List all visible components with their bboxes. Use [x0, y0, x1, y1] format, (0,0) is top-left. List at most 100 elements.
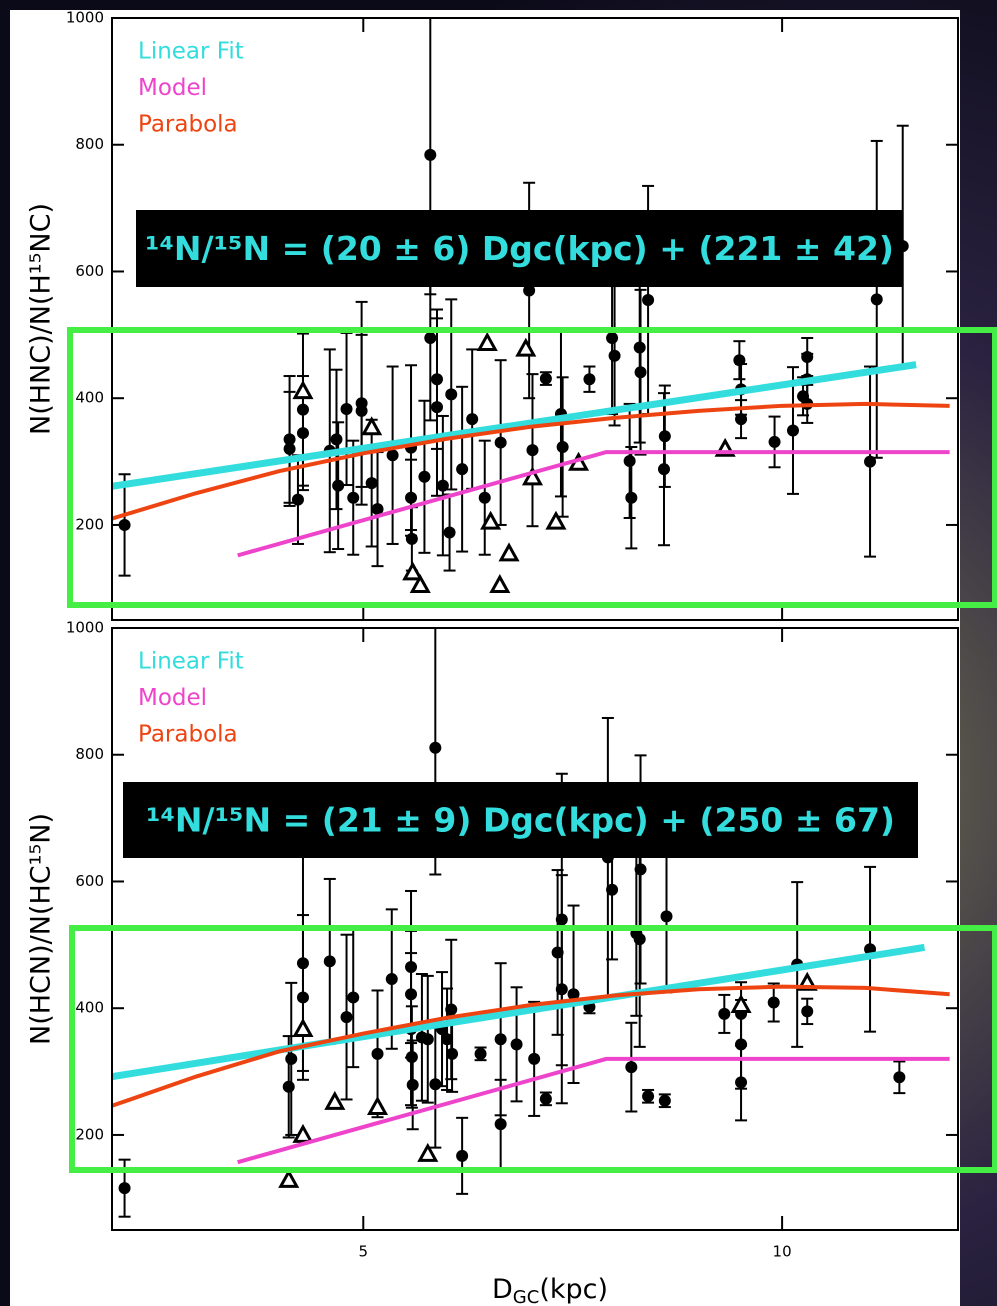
- point: [567, 988, 580, 1001]
- point: [296, 427, 309, 440]
- point: [443, 526, 456, 539]
- highlight-box: [69, 925, 997, 1173]
- point: [735, 413, 748, 426]
- point: [456, 1149, 469, 1162]
- point: [445, 1003, 458, 1016]
- equation-box: [123, 782, 918, 858]
- data-point: [625, 1021, 638, 1113]
- point: [340, 402, 353, 415]
- point: [118, 1182, 131, 1195]
- fit-line: [112, 943, 926, 1081]
- data-point: [893, 1060, 906, 1095]
- point: [441, 1033, 454, 1046]
- data-point: [285, 981, 298, 1136]
- x-axis-label-part: (kpc): [539, 1274, 608, 1305]
- point: [608, 349, 621, 362]
- limit-marker: [480, 510, 502, 530]
- data-point: [583, 365, 596, 393]
- point: [539, 372, 552, 385]
- point: [332, 479, 345, 492]
- limit-marker: [515, 337, 537, 357]
- point: [893, 1071, 906, 1084]
- point: [735, 1076, 748, 1089]
- fit-line: [112, 401, 950, 521]
- data-point: [567, 904, 580, 1084]
- point: [539, 1092, 552, 1105]
- fit-line: [112, 361, 917, 490]
- limit-marker: [292, 1018, 314, 1038]
- limit-marker: [292, 380, 314, 400]
- limit-marker: [417, 1142, 439, 1162]
- point: [283, 442, 296, 455]
- data-point: [456, 385, 469, 553]
- data-point: [767, 982, 780, 1023]
- point: [623, 454, 636, 467]
- data-point: [118, 473, 131, 577]
- point: [355, 404, 368, 417]
- point: [523, 284, 536, 297]
- point: [625, 491, 638, 504]
- fit-line: [112, 984, 950, 1108]
- point: [583, 373, 596, 386]
- point: [406, 1078, 419, 1091]
- point: [551, 946, 564, 959]
- point: [555, 983, 568, 996]
- point: [718, 1007, 731, 1020]
- data-point: [539, 371, 552, 386]
- point: [418, 470, 431, 483]
- data-point: [718, 993, 731, 1034]
- point: [474, 1047, 487, 1060]
- point: [494, 1118, 507, 1131]
- point: [330, 433, 343, 446]
- point: [660, 910, 673, 923]
- legend-entry: Parabola: [138, 722, 238, 748]
- data-point: [296, 914, 309, 1081]
- data-point: [625, 446, 638, 550]
- limit-marker: [545, 510, 567, 530]
- data-point: [283, 390, 296, 507]
- y-tick-label: 200: [75, 1125, 104, 1143]
- point: [606, 332, 619, 345]
- point: [296, 991, 309, 1004]
- x-axis-label-part: GC: [513, 1287, 540, 1306]
- y-tick-label: 800: [75, 745, 104, 763]
- point: [291, 493, 304, 506]
- equation-box: [136, 210, 903, 287]
- data-point: [658, 1093, 671, 1109]
- x-tick-label: 5: [359, 1243, 369, 1261]
- point: [870, 293, 883, 306]
- point: [642, 293, 655, 306]
- point: [625, 1061, 638, 1074]
- x-axis-label: DGC(kpc): [492, 1274, 608, 1306]
- point: [347, 991, 360, 1004]
- y-tick-label: 200: [75, 515, 104, 533]
- data-point: [421, 974, 434, 1104]
- point: [510, 1038, 523, 1051]
- data-point: [478, 439, 491, 556]
- point: [365, 477, 378, 490]
- y-axis-label: N(HCN)/N(HC¹⁵N): [26, 813, 57, 1045]
- x-tick-label: 10: [773, 1243, 792, 1261]
- point: [424, 148, 437, 161]
- point: [446, 1047, 459, 1060]
- plot-area: [112, 628, 950, 1218]
- point: [118, 518, 131, 531]
- data-point: [332, 421, 345, 551]
- point: [658, 1094, 671, 1107]
- y-tick-label: 400: [75, 389, 104, 407]
- point: [556, 441, 569, 454]
- point: [494, 436, 507, 449]
- point: [494, 1033, 507, 1046]
- point: [347, 491, 360, 504]
- point: [786, 424, 799, 437]
- point: [371, 503, 384, 516]
- point: [282, 1080, 295, 1093]
- y-tick-label: 600: [75, 262, 104, 280]
- point: [528, 1052, 541, 1065]
- point: [385, 973, 398, 986]
- limit-marker: [476, 331, 498, 351]
- point: [478, 491, 491, 504]
- data-point: [642, 1088, 655, 1104]
